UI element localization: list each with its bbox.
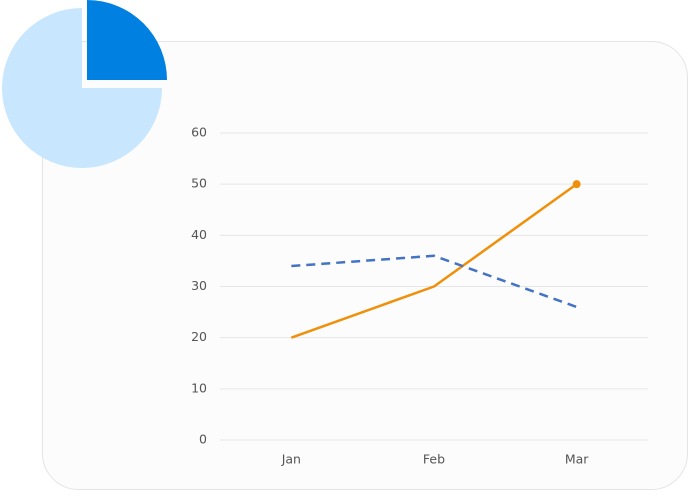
y-tick-label: 0 <box>199 432 207 447</box>
y-tick-label: 50 <box>191 176 207 191</box>
pie-icon <box>2 0 167 168</box>
pie-slice-large <box>2 8 162 168</box>
x-tick-label: Jan <box>281 452 301 467</box>
y-tick-label: 30 <box>191 278 207 293</box>
line-chart: 0 10 20 30 40 50 60 Jan Feb Mar <box>191 125 648 467</box>
y-tick-label: 60 <box>191 125 207 140</box>
series-line <box>291 254 578 309</box>
y-tick-label: 20 <box>191 329 207 344</box>
series-line <box>290 183 578 339</box>
point-marker <box>572 180 581 189</box>
x-tick-label: Feb <box>423 452 445 467</box>
pie-slice-small <box>87 0 167 80</box>
card <box>42 41 688 490</box>
y-tick-label: 10 <box>191 380 207 395</box>
y-tick-label: 40 <box>191 227 207 242</box>
x-tick-label: Mar <box>565 452 589 467</box>
